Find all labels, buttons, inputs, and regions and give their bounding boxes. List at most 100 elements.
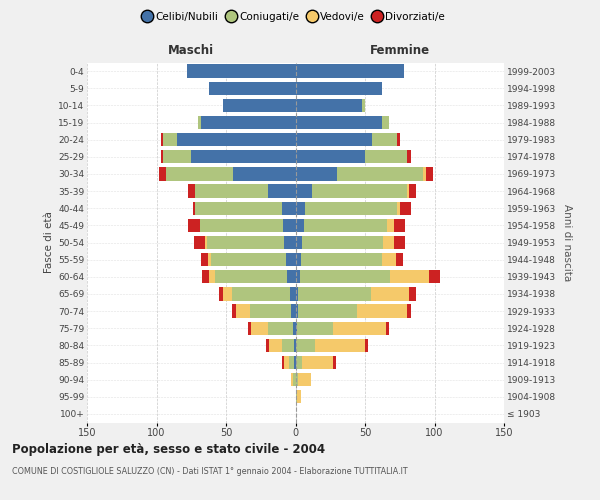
Y-axis label: Anni di nascita: Anni di nascita [562,204,572,281]
Bar [296,116,382,129]
Bar [292,373,293,386]
Bar [196,202,281,215]
Bar [289,356,294,369]
Bar [163,133,178,146]
Bar [206,236,284,249]
Bar [387,218,394,232]
Bar [281,356,284,369]
Bar [298,287,371,300]
Bar [296,287,298,300]
Bar [383,236,394,249]
Bar [304,218,387,232]
Bar [296,82,382,95]
Bar [365,150,407,164]
Bar [397,202,400,215]
Bar [294,356,296,369]
Bar [292,304,296,318]
Bar [191,150,296,164]
Bar [287,270,296,283]
Bar [211,253,286,266]
Text: COMUNE DI COSTIGLIOLE SALUZZO (CN) - Dati ISTAT 1° gennaio 2004 - Elaborazione T: COMUNE DI COSTIGLIOLE SALUZZO (CN) - Dat… [12,468,407,476]
Bar [333,322,386,335]
Bar [188,218,200,232]
Bar [269,338,281,352]
Bar [223,98,296,112]
Bar [283,218,296,232]
Bar [161,133,163,146]
Bar [296,270,299,283]
Bar [386,322,389,335]
Bar [337,167,424,180]
Bar [372,133,397,146]
Bar [201,253,208,266]
Bar [296,167,337,180]
Bar [365,338,368,352]
Bar [208,253,211,266]
Bar [390,270,429,283]
Bar [395,253,403,266]
Bar [296,338,315,352]
Bar [188,184,196,198]
Bar [266,338,269,352]
Bar [296,322,297,335]
Bar [166,167,233,180]
Bar [232,287,290,300]
Bar [268,322,293,335]
Bar [219,287,223,300]
Bar [281,338,294,352]
Bar [426,167,433,180]
Legend: Celibi/Nubili, Coniugati/e, Vedovi/e, Divorziati/e: Celibi/Nubili, Coniugati/e, Vedovi/e, Di… [139,8,449,26]
Bar [409,184,416,198]
Bar [205,236,206,249]
Bar [294,338,296,352]
Bar [296,218,304,232]
Bar [178,133,296,146]
Bar [296,98,362,112]
Bar [315,338,365,352]
Bar [281,202,296,215]
Bar [296,304,298,318]
Bar [298,304,356,318]
Bar [296,64,404,78]
Bar [268,184,296,198]
Bar [296,236,302,249]
Bar [424,167,426,180]
Bar [215,270,287,283]
Bar [200,218,283,232]
Y-axis label: Fasce di età: Fasce di età [44,212,54,274]
Bar [302,356,333,369]
Bar [284,356,289,369]
Bar [429,270,440,283]
Bar [296,202,305,215]
Bar [382,253,395,266]
Bar [296,253,301,266]
Bar [163,150,191,164]
Bar [302,236,383,249]
Bar [305,202,397,215]
Bar [299,270,390,283]
Bar [296,150,365,164]
Bar [286,253,296,266]
Bar [296,373,298,386]
Bar [382,116,389,129]
Bar [409,287,416,300]
Bar [209,82,296,95]
Bar [296,133,372,146]
Bar [400,202,411,215]
Bar [333,356,336,369]
Bar [232,304,236,318]
Bar [298,373,311,386]
Bar [159,167,166,180]
Bar [290,287,296,300]
Bar [193,202,196,215]
Text: Maschi: Maschi [168,44,214,58]
Bar [209,270,215,283]
Bar [198,116,201,129]
Bar [297,322,333,335]
Bar [296,356,302,369]
Bar [297,390,301,404]
Bar [312,184,407,198]
Bar [293,373,296,386]
Bar [196,184,268,198]
Bar [296,390,297,404]
